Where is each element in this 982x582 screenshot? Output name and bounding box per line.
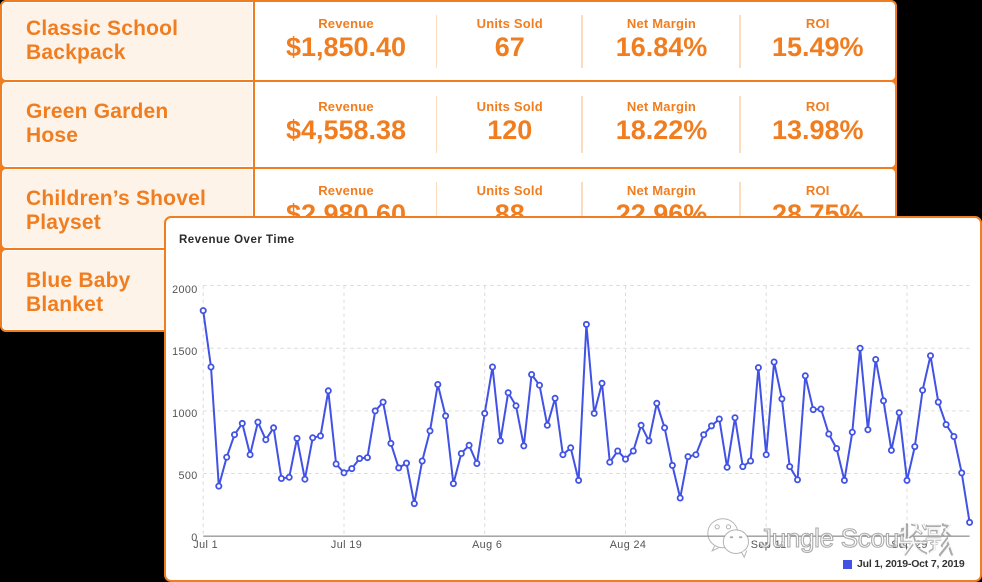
svg-text:0: 0 [191,532,197,544]
svg-text:500: 500 [178,470,197,482]
svg-text:Aug 6: Aug 6 [472,539,502,551]
svg-text:1500: 1500 [172,346,198,358]
svg-text:Jul 1: Jul 1 [193,539,218,551]
svg-text:Jungle Scout: Jungle Scout [759,523,907,553]
svg-text:Aug 24: Aug 24 [609,539,646,551]
svg-text:2000: 2000 [172,284,198,296]
svg-text:1000: 1000 [172,408,198,420]
svg-text:Sep 11: Sep 11 [751,539,787,551]
svg-text:Jul 19: Jul 19 [331,539,362,551]
